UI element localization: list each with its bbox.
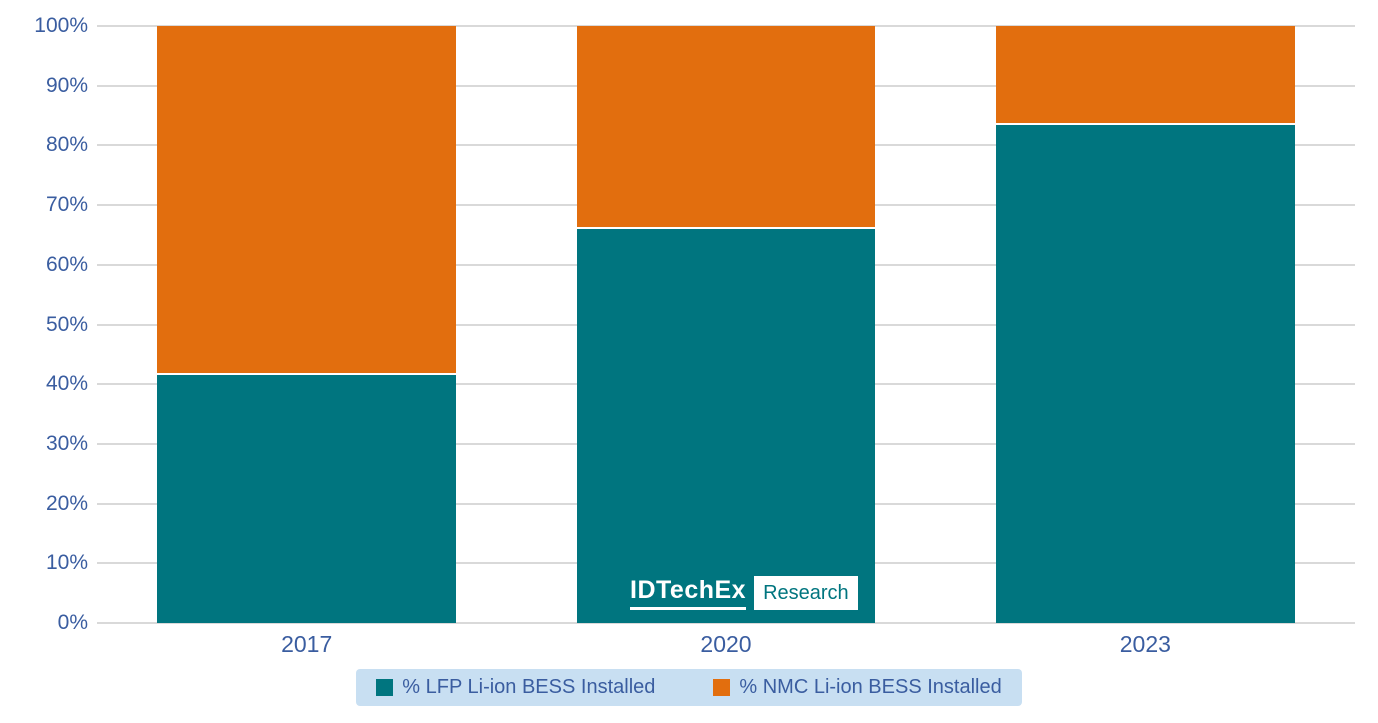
- y-tick-label: 50%: [45, 312, 88, 336]
- bar-2020: [576, 26, 876, 623]
- y-tick-label: 0%: [57, 611, 88, 634]
- y-tick-label: 40%: [45, 372, 88, 396]
- x-tick-label-2023: 2023: [1119, 631, 1171, 657]
- logo-brand-text: IDTechEx: [630, 576, 747, 610]
- legend-item-lfp: % LFP Li-ion BESS Installed: [376, 676, 655, 699]
- bar-segment-2020-nmc: [576, 26, 876, 229]
- bars-layer: [97, 26, 1355, 623]
- y-tick-label: 10%: [45, 551, 88, 575]
- legend-wrap: % LFP Li-ion BESS Installed % NMC Li-ion …: [0, 669, 1378, 706]
- bar-2023: [995, 26, 1295, 623]
- x-tick-label-2020: 2020: [700, 631, 752, 657]
- bar-slot-2023: [936, 26, 1355, 623]
- legend-swatch-nmc: [713, 679, 731, 696]
- x-tick-label-2017: 2017: [281, 631, 333, 657]
- bar-slot-2020: [516, 26, 935, 623]
- x-axis: 2017 2020 2023: [97, 631, 1355, 658]
- idtechex-logo: IDTechEx Research: [630, 576, 858, 610]
- legend-swatch-lfp: [376, 679, 394, 696]
- gridline-0%: [97, 622, 1355, 624]
- bar-segment-2017-nmc: [157, 26, 457, 376]
- y-tick-label: 90%: [45, 73, 88, 97]
- bar-segment-2017-lfp: [157, 375, 457, 623]
- bar-2017: [157, 26, 457, 623]
- gridline-100%: [97, 25, 1355, 27]
- bar-segment-2020-lfp: [576, 228, 876, 623]
- legend: % LFP Li-ion BESS Installed % NMC Li-ion …: [356, 669, 1022, 706]
- y-tick-label: 70%: [45, 193, 88, 217]
- legend-label: % LFP Li-ion BESS Installed: [402, 676, 656, 698]
- legend-label: % NMC Li-ion BESS Installed: [739, 676, 1002, 698]
- bar-segment-2023-lfp: [995, 124, 1295, 623]
- logo-research-badge: Research: [754, 576, 858, 610]
- y-tick-label: 20%: [45, 491, 88, 515]
- y-tick-label: 30%: [45, 431, 88, 455]
- y-axis: 0% 10% 20% 30% 40% 50% 60% 70% 80% 90% 100%: [0, 14, 88, 634]
- y-tick-label: 80%: [45, 133, 88, 157]
- y-tick-label: 60%: [45, 252, 88, 276]
- legend-item-nmc: % NMC Li-ion BESS Installed: [713, 676, 1002, 699]
- bar-segment-2023-nmc: [995, 26, 1295, 125]
- y-tick-label: 100%: [34, 14, 88, 37]
- bar-slot-2017: [97, 26, 516, 623]
